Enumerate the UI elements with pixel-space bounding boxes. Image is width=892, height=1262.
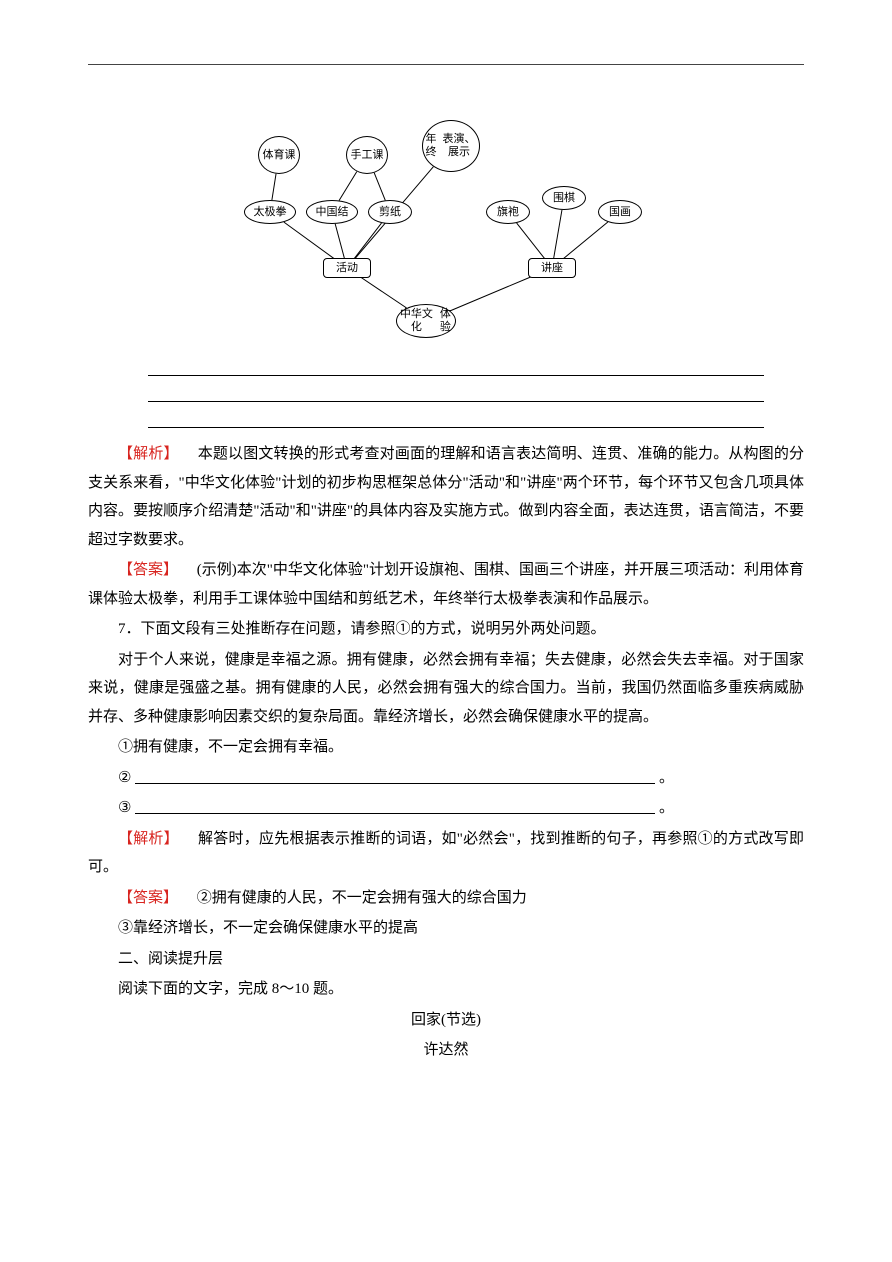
node-activity: 活动 <box>323 258 371 278</box>
node-papercut: 剪纸 <box>368 200 412 224</box>
node-root: 中华文化体验 <box>396 304 456 338</box>
blank-line <box>148 406 764 428</box>
node-yearend: 年终表演、展示 <box>422 120 480 172</box>
answer-label-2: 【答案】 <box>118 890 178 906</box>
q7-line2: ② 。 <box>88 764 804 793</box>
analysis-2: 【解析】 解答时，应先根据表示推断的词语，如"必然会"，找到推断的句子，再参照①… <box>88 825 804 882</box>
answer-1: 【答案】 (示例)本次"中华文化体验"计划开设旗袍、围棋、国画三个讲座，并开展三… <box>88 556 804 613</box>
node-qipao: 旗袍 <box>486 200 530 224</box>
q7-line1: ①拥有健康，不一定会拥有幸福。 <box>88 733 804 762</box>
node-guohua: 国画 <box>598 200 642 224</box>
q7-blank-3 <box>135 800 655 814</box>
node-pe: 体育课 <box>258 136 300 174</box>
reading-author: 许达然 <box>88 1036 804 1065</box>
analysis-1: 【解析】 本题以图文转换的形式考查对画面的理解和语言表达简明、连贯、准确的能力。… <box>88 440 804 554</box>
q7-passage: 对于个人来说，健康是幸福之源。拥有健康，必然会拥有幸福；失去健康，必然会失去幸福… <box>88 646 804 732</box>
blank-line <box>148 354 764 376</box>
blank-line <box>148 380 764 402</box>
node-weiqi: 围棋 <box>542 186 586 210</box>
answer-2-line2: ②拥有健康的人民，不一定会拥有强大的综合国力 <box>182 890 527 906</box>
node-knot: 中国结 <box>306 200 358 224</box>
q7-stem: 7．下面文段有三处推断存在问题，请参照①的方式，说明另外两处问题。 <box>88 615 804 644</box>
q7-line3-prefix: ③ <box>118 800 131 816</box>
analysis-label-2: 【解析】 <box>118 831 179 847</box>
reading-title: 回家(节选) <box>88 1006 804 1035</box>
answer-1-text: (示例)本次"中华文化体验"计划开设旗袍、围棋、国画三个讲座，并开展三项活动：利… <box>88 562 804 607</box>
section2-instruction: 阅读下面的文字，完成 8～10 题。 <box>88 975 804 1004</box>
answer-blank-lines <box>88 354 804 428</box>
analysis-label: 【解析】 <box>118 446 179 462</box>
node-craft: 手工课 <box>346 136 388 174</box>
section2-heading: 二、阅读提升层 <box>88 945 804 974</box>
top-rule <box>88 64 804 65</box>
q7-blank-2 <box>135 770 655 784</box>
answer-label: 【答案】 <box>118 562 178 578</box>
node-lecture: 讲座 <box>528 258 576 278</box>
answer-2: 【答案】 ②拥有健康的人民，不一定会拥有强大的综合国力 <box>88 884 804 913</box>
q7-line3: ③ 。 <box>88 794 804 823</box>
q7-line2-suffix: 。 <box>659 770 674 786</box>
concept-diagram: 中华文化体验 活动 讲座 太极拳中国结剪纸 旗袍围棋国画 体育课 手工课年终表演、展示 <box>226 100 666 340</box>
analysis-1-text: 本题以图文转换的形式考查对画面的理解和语言表达简明、连贯、准确的能力。从构图的分… <box>88 446 804 548</box>
analysis-2-text: 解答时，应先根据表示推断的词语，如"必然会"，找到推断的句子，再参照①的方式改写… <box>88 831 804 876</box>
q7-line2-prefix: ② <box>118 770 131 786</box>
q7-line3-suffix: 。 <box>659 800 674 816</box>
answer-2-line3: ③靠经济增长，不一定会确保健康水平的提高 <box>88 914 804 943</box>
diagram-container: 中华文化体验 活动 讲座 太极拳中国结剪纸 旗袍围棋国画 体育课 手工课年终表演、展示 <box>88 100 804 340</box>
node-taiji: 太极拳 <box>244 200 296 224</box>
